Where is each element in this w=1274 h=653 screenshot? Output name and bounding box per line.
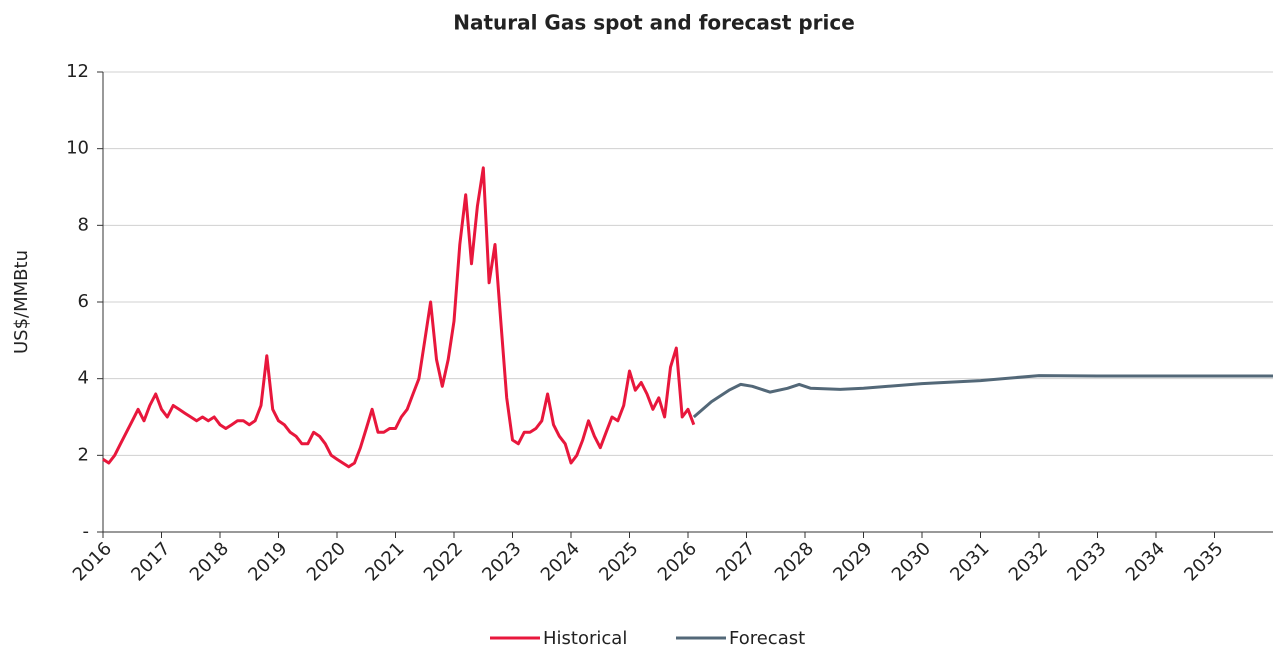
legend-label: Forecast xyxy=(729,628,805,649)
x-tick-label: 2033 xyxy=(1063,538,1110,585)
y-tick-label: 10 xyxy=(66,138,89,159)
y-tick-label: 6 xyxy=(78,291,89,312)
x-tick-label: 2028 xyxy=(771,538,818,585)
chart-title: Natural Gas spot and forecast price xyxy=(453,11,855,35)
x-tick-label: 2020 xyxy=(303,538,350,585)
x-tick-label: 2019 xyxy=(244,538,291,585)
x-tick-label: 2027 xyxy=(712,538,759,585)
x-tick-label: 2022 xyxy=(420,538,467,585)
x-tick-label: 2035 xyxy=(1180,538,1227,585)
y-tick-label: 2 xyxy=(78,444,89,465)
x-tick-label: 2030 xyxy=(888,538,935,585)
x-tick-label: 2021 xyxy=(361,538,408,585)
x-tick-label: 2026 xyxy=(654,538,701,585)
y-tick-label: 8 xyxy=(78,214,89,235)
x-tick-label: 2023 xyxy=(478,538,525,585)
x-tick-label: 2032 xyxy=(1005,538,1052,585)
y-tick-label: 4 xyxy=(78,368,89,389)
y-tick-label: 12 xyxy=(66,61,89,82)
series-line xyxy=(692,374,1273,419)
y-axis-label: US$/MMBtu xyxy=(11,250,32,354)
y-tick-label: - xyxy=(83,521,90,542)
x-tick-label: 2018 xyxy=(186,538,233,585)
x-tick-label: 2024 xyxy=(537,538,584,585)
series-line xyxy=(102,166,696,469)
legend-label: Historical xyxy=(543,628,627,649)
x-tick-label: 2025 xyxy=(595,538,642,585)
x-tick-label: 2029 xyxy=(829,538,876,585)
x-tick-label: 2034 xyxy=(1122,538,1169,585)
x-tick-label: 2017 xyxy=(127,538,174,585)
x-tick-label: 2016 xyxy=(69,538,116,585)
x-tick-label: 2031 xyxy=(946,538,993,585)
